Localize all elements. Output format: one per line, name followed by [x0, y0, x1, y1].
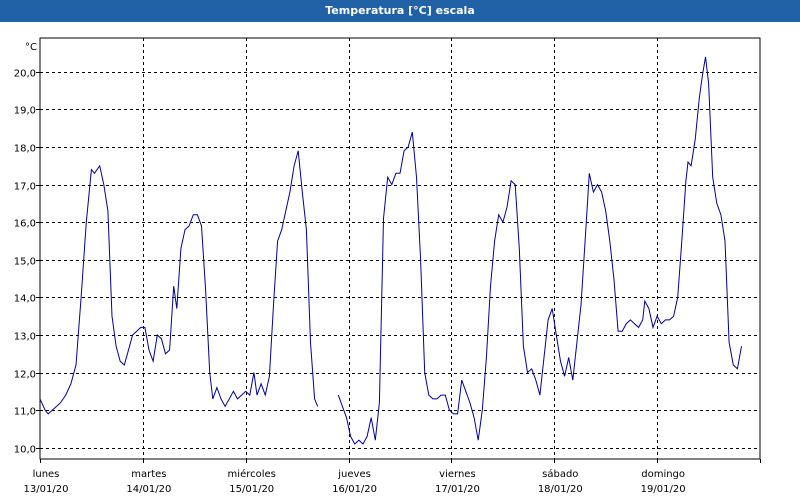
y-axis: 10,0 11,0 12,0 13,0 14,0 15,0 16,0 17,0 18,0 19,0…	[14, 69, 40, 456]
y-tick-label: 13,0	[14, 332, 36, 343]
x-tick-date-label: 15/01/20	[229, 484, 274, 495]
x-tick-day-label: martes	[131, 469, 166, 480]
x-tick-date-label: 18/01/20	[538, 484, 583, 495]
x-tick-date-label: 14/01/20	[126, 484, 171, 495]
temperature-line	[337, 56, 742, 445]
x-tick-day-label: sábado	[542, 468, 578, 480]
unit-label: °C	[25, 42, 37, 53]
x-tick-date-label: 13/01/20	[24, 484, 69, 495]
x-tick-day-label: lunes	[33, 469, 60, 480]
y-tick-label: 10,0	[14, 445, 36, 456]
temperature-line	[39, 150, 319, 415]
y-tick-label: 19,0	[14, 106, 36, 117]
x-tick-date-label: 17/01/20	[435, 484, 480, 495]
x-tick-date-label: 19/01/20	[641, 484, 686, 495]
x-tick-day-label: jueves	[337, 469, 371, 480]
x-tick-day-label: domingo	[641, 469, 685, 480]
grid	[40, 38, 760, 459]
y-tick-label: 11,0	[14, 407, 36, 418]
y-tick-label: 12,0	[14, 370, 36, 381]
y-tick-label: 16,0	[14, 219, 36, 230]
y-tick-label: 14,0	[14, 294, 36, 305]
y-tick-label: 18,0	[14, 144, 36, 155]
y-tick-label: 17,0	[14, 182, 36, 193]
x-tick-date-label: 16/01/20	[332, 484, 377, 495]
y-tick-label: 20,0	[14, 69, 36, 80]
x-tick-day-label: viernes	[439, 469, 475, 480]
title-bar: Temperatura [°C] escala	[0, 0, 800, 22]
series-layer	[39, 56, 742, 445]
x-tick-day-label: miércoles	[228, 468, 276, 480]
plot-frame	[39, 37, 761, 460]
y-tick-label: 15,0	[14, 257, 36, 268]
x-axis: lunes 13/01/20 martes 14/01/20 miércoles 15/0…	[24, 459, 761, 495]
window-title: Temperatura [°C] escala	[325, 4, 475, 17]
temperature-chart: 10,0 11,0 12,0 13,0 14,0 15,0 16,0 17,0 18,0 19,0…	[14, 37, 761, 495]
